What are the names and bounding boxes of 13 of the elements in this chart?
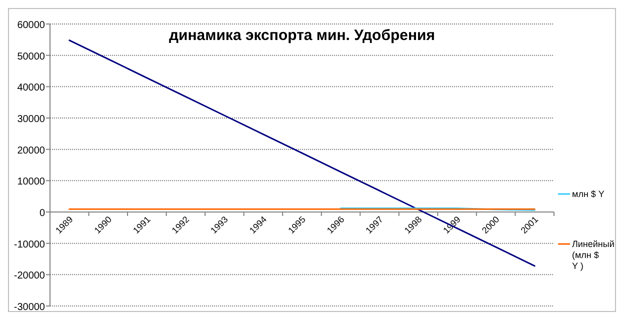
y-tick-label: 30000 (17, 114, 46, 125)
y-tick-label: 0 (39, 208, 46, 219)
y-tick-label: 50000 (17, 51, 46, 62)
legend-label: млн $ Y (572, 189, 604, 199)
y-tick-label: 40000 (17, 82, 46, 94)
y-tick-label: 20000 (17, 145, 46, 156)
chart-title: динамика экспорта мин. Удобрения (168, 27, 436, 44)
legend-label: Линейный (млн $ Y ) (572, 239, 614, 271)
y-tick-label: -10000 (14, 239, 46, 250)
y-tick-label: -30000 (14, 302, 46, 313)
y-tick-label: 10000 (17, 176, 46, 188)
y-tick-label: 60000 (17, 20, 46, 31)
y-tick-label: -20000 (14, 270, 46, 282)
